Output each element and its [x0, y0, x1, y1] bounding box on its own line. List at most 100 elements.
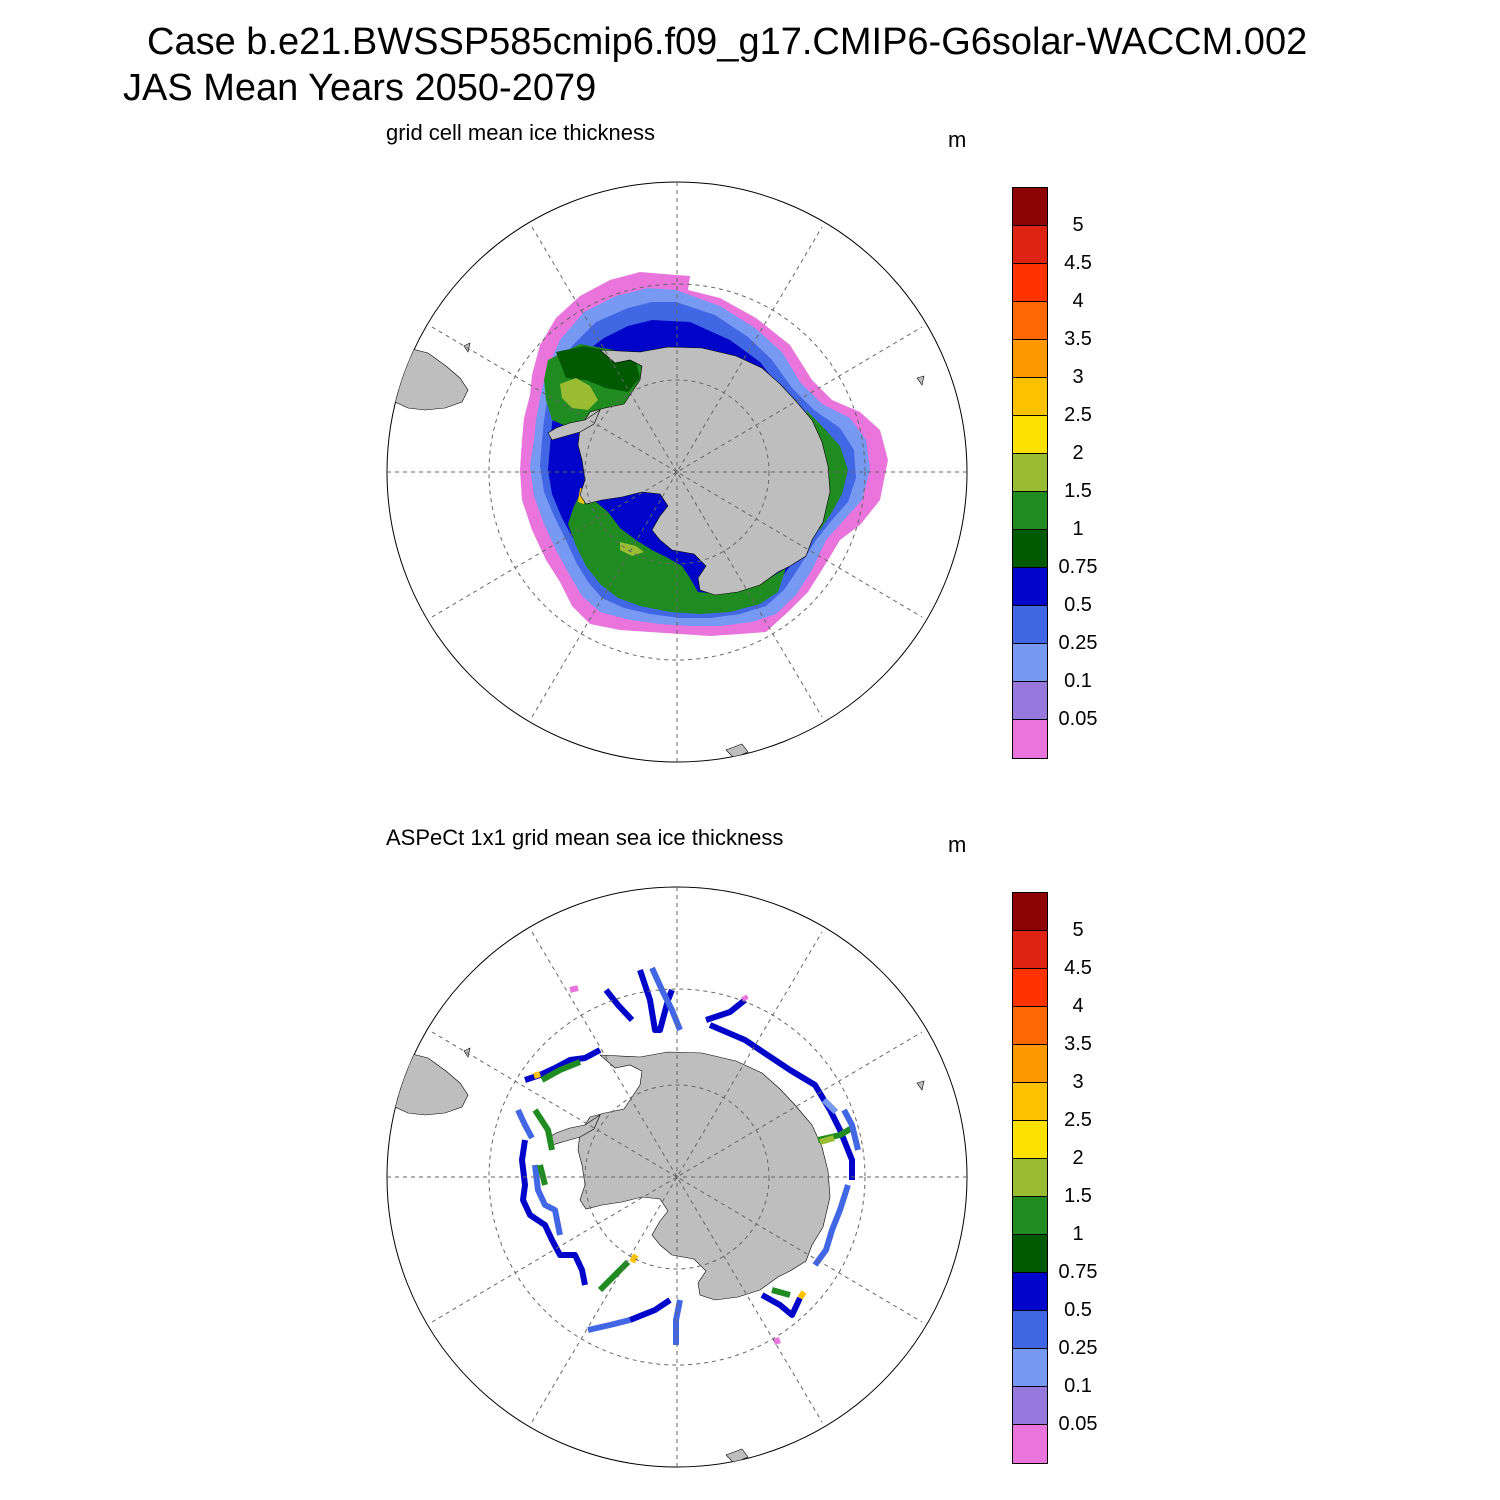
colorbar-swatch: [1013, 1349, 1047, 1387]
graticule: [387, 887, 967, 1467]
colorbar-panel1: [1012, 187, 1048, 759]
track-segment: [797, 1290, 807, 1300]
track-segment: [821, 1097, 839, 1115]
track-segment: [841, 1108, 861, 1151]
colorbar-swatch: [1013, 264, 1047, 302]
ice-band-1-5: [560, 378, 598, 410]
colorbar-label: 0.05: [1058, 708, 1098, 730]
colorbar-swatch: [1013, 644, 1047, 682]
track-segment: [603, 988, 635, 1023]
colorbar-label: 1.5: [1064, 1185, 1092, 1207]
colorbar-swatch: [1013, 454, 1047, 492]
colorbar-swatch: [1013, 1197, 1047, 1235]
colorbar-label: 2: [1072, 442, 1084, 464]
track-segment: [533, 1071, 541, 1079]
colorbar-swatch: [1013, 1007, 1047, 1045]
colorbar-swatch: [1013, 720, 1047, 758]
panel1-map: [386, 181, 968, 763]
panel2-unit: m: [948, 832, 967, 857]
colorbar-swatch: [1013, 416, 1047, 454]
colorbar-swatch: [1013, 682, 1047, 720]
colorbar-swatch: [1013, 340, 1047, 378]
track-segment: [773, 1337, 781, 1345]
track-segment: [540, 1059, 582, 1083]
colorbar-swatch: [1013, 302, 1047, 340]
colorbar-label: 1: [1072, 1223, 1084, 1245]
colorbar-label: 0.1: [1064, 670, 1092, 692]
track-segment: [537, 1164, 548, 1186]
colorbar-swatch: [1013, 378, 1047, 416]
colorbar-swatch: [1013, 606, 1047, 644]
track-segment: [629, 1253, 639, 1264]
ice-band-1-ross: [568, 490, 786, 614]
colorbar-label: 5: [1072, 919, 1084, 941]
figure-title-case: Case b.e21.BWSSP585cmip6.f09_g17.CMIP6-G…: [147, 21, 1308, 63]
track-segment: [587, 1317, 631, 1333]
colorbar-swatch: [1013, 226, 1047, 264]
colorbar-swatch: [1013, 1235, 1047, 1273]
colorbar-label: 3: [1072, 366, 1084, 388]
colorbar-label: 0.25: [1058, 632, 1098, 654]
colorbar-label: 4: [1072, 995, 1084, 1017]
colorbar-swatch: [1013, 1045, 1047, 1083]
colorbar-label: 1: [1072, 518, 1084, 540]
panel2-title: ASPeCt 1x1 grid mean sea ice thickness: [386, 825, 784, 850]
track-segment: [708, 1022, 855, 1180]
track-segment: [741, 994, 749, 1002]
colorbar-swatch: [1013, 188, 1047, 226]
colorbar-label: 0.5: [1064, 594, 1092, 616]
colorbar-label: 5: [1072, 214, 1084, 236]
figure-title-period: JAS Mean Years 2050-2079: [123, 67, 597, 109]
colorbar-swatch: [1013, 1425, 1047, 1463]
colorbar-label: 2.5: [1064, 404, 1092, 426]
colorbar-swatch: [1013, 1311, 1047, 1349]
colorbar-label: 0.1: [1064, 1375, 1092, 1397]
track-segment: [628, 1297, 672, 1323]
colorbar-label: 3.5: [1064, 328, 1092, 350]
track-segment: [771, 1287, 791, 1298]
track-segment: [515, 1108, 535, 1140]
colorbar-panel2: [1012, 892, 1048, 1464]
colorbar-swatch: [1013, 492, 1047, 530]
track-segment: [705, 997, 747, 1023]
colorbar-swatch: [1013, 1121, 1047, 1159]
island-land: [725, 743, 749, 759]
track-segment: [673, 1299, 683, 1345]
colorbar-label: 2: [1072, 1147, 1084, 1169]
track-segment: [532, 1164, 563, 1236]
aspect-tracks: [515, 966, 861, 1345]
track-segment: [649, 966, 683, 1032]
island-land: [725, 1448, 749, 1464]
colorbar-label: 2.5: [1064, 1109, 1092, 1131]
colorbar-swatch: [1013, 1273, 1047, 1311]
island-land: [916, 375, 925, 386]
colorbar-label: 0.25: [1058, 1337, 1098, 1359]
colorbar-label: 4.5: [1064, 252, 1092, 274]
panel1-unit: m: [948, 127, 967, 152]
colorbar-label: 0.75: [1058, 556, 1098, 578]
colorbar-label: 0.5: [1064, 1299, 1092, 1321]
colorbar-swatch: [1013, 1083, 1047, 1121]
track-segment: [569, 985, 579, 993]
track-segment: [819, 1135, 835, 1145]
track-segment: [597, 1259, 631, 1293]
colorbar-label: 0.05: [1058, 1413, 1098, 1435]
colorbar-label: 4.5: [1064, 957, 1092, 979]
colorbar-label: 0.75: [1058, 1261, 1098, 1283]
colorbar-swatch: [1013, 969, 1047, 1007]
colorbar-swatch: [1013, 568, 1047, 606]
colorbar-label: 1.5: [1064, 480, 1092, 502]
island-land: [916, 1080, 925, 1091]
track-segment: [532, 1108, 555, 1151]
track-segment: [812, 1184, 851, 1267]
colorbar-label: 4: [1072, 290, 1084, 312]
colorbar-swatch: [1013, 931, 1047, 969]
colorbar-swatch: [1013, 530, 1047, 568]
colorbar-label: 3.5: [1064, 1033, 1092, 1055]
colorbar-swatch: [1013, 1159, 1047, 1197]
panel2-map: [386, 886, 968, 1468]
panel1-title: grid cell mean ice thickness: [386, 120, 656, 145]
colorbar-swatch: [1013, 1387, 1047, 1425]
track-segment: [760, 1292, 803, 1318]
